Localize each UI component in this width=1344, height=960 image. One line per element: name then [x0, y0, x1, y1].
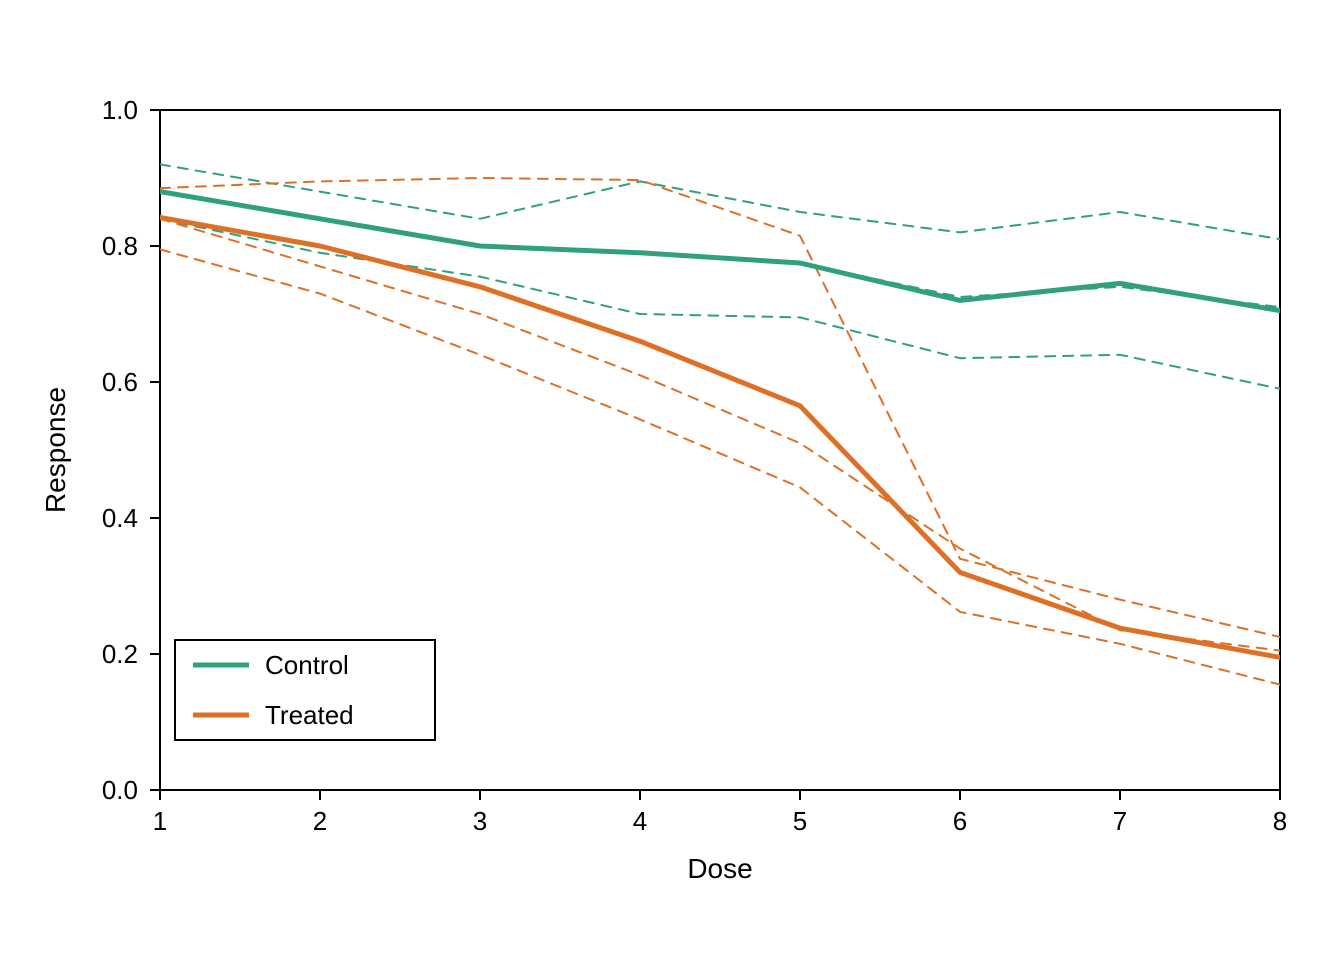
- x-tick-label: 5: [793, 806, 807, 836]
- x-tick-label: 4: [633, 806, 647, 836]
- legend-label: Control: [265, 650, 349, 680]
- y-tick-label: 0.0: [102, 775, 138, 805]
- y-axis-label: Response: [40, 387, 71, 513]
- legend-label: Treated: [265, 700, 354, 730]
- y-tick-label: 0.6: [102, 367, 138, 397]
- x-tick-label: 3: [473, 806, 487, 836]
- x-axis-label: Dose: [687, 853, 752, 884]
- y-tick-label: 0.2: [102, 639, 138, 669]
- y-tick-label: 1.0: [102, 95, 138, 125]
- x-tick-label: 1: [153, 806, 167, 836]
- dose-response-chart: 1 2 3 4 5 6 7 8 0.0 0.2 0.4 0.6 0.8 1.0 Dose Response Co…: [0, 0, 1344, 960]
- x-tick-label: 2: [313, 806, 327, 836]
- y-tick-label: 0.4: [102, 503, 138, 533]
- x-tick-label: 7: [1113, 806, 1127, 836]
- y-tick-label: 0.8: [102, 231, 138, 261]
- x-tick-label: 6: [953, 806, 967, 836]
- x-tick-label: 8: [1273, 806, 1287, 836]
